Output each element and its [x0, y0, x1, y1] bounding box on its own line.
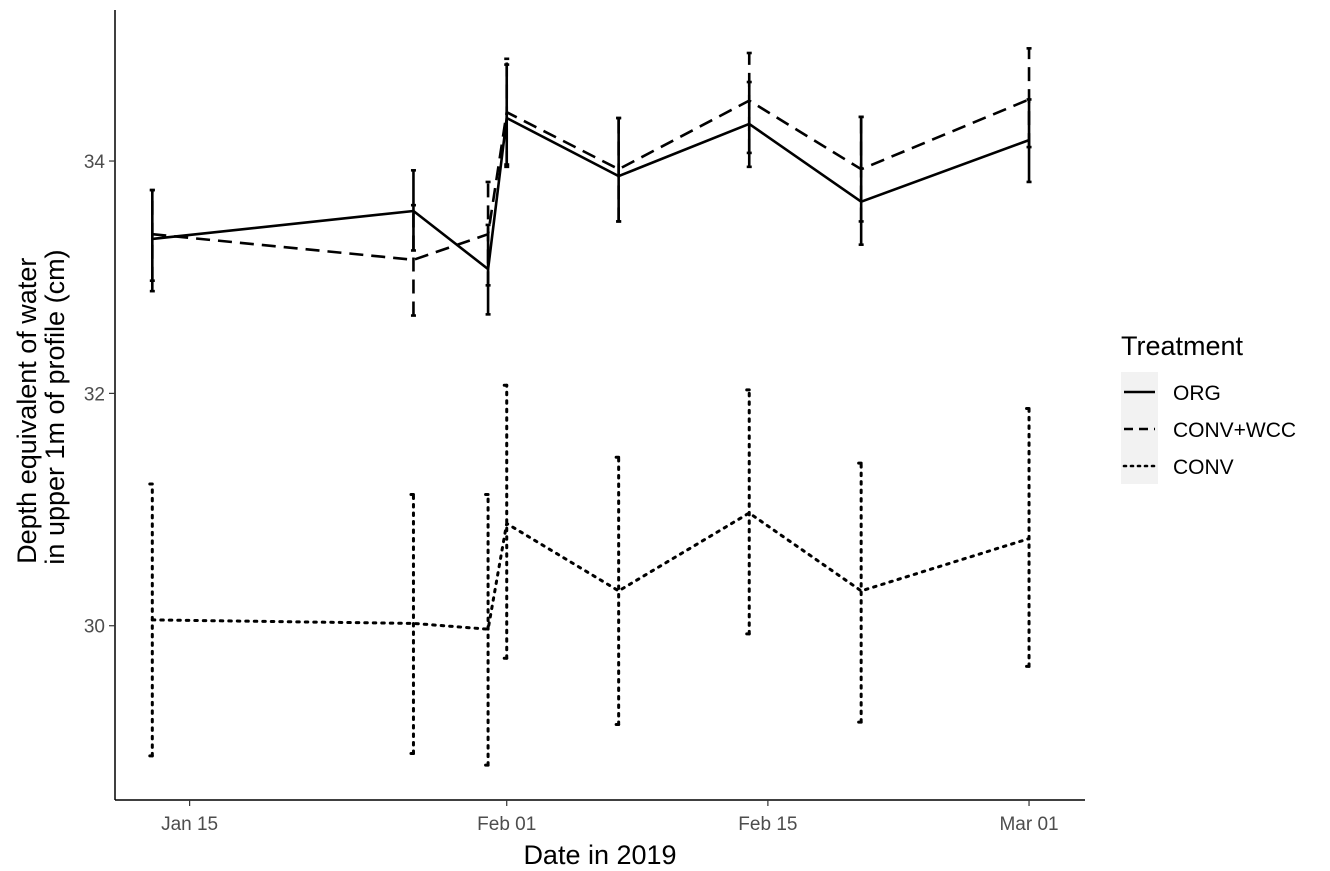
- series-line-conv-wcc: [152, 98, 1030, 262]
- y-tick-label: 30: [84, 617, 105, 638]
- series-conv: [148, 383, 1034, 767]
- legend: Treatment ORG CONV+WCC CONV: [1121, 331, 1296, 484]
- series-conv-wcc: [149, 47, 1032, 317]
- y-tick-label: 32: [84, 384, 105, 405]
- plot-area: [148, 47, 1034, 767]
- x-axis-title: Date in 2019: [523, 840, 676, 870]
- legend-label-org: ORG: [1173, 382, 1221, 405]
- series-line-org: [152, 116, 1030, 271]
- axis-ticks: 30 32 34 Jan 15 Feb 01 Feb 15 Mar 01: [84, 152, 1059, 835]
- x-tick-label: Feb 15: [738, 814, 797, 835]
- x-tick-label: Mar 01: [999, 814, 1058, 835]
- series-org: [149, 63, 1032, 316]
- y-tick-label: 34: [84, 152, 106, 173]
- legend-title: Treatment: [1121, 331, 1244, 361]
- y-axis-title: Depth equivalent of water in upper 1m of…: [12, 249, 70, 564]
- y-axis-title-line-1: Depth equivalent of water: [12, 258, 42, 564]
- x-tick-label: Feb 01: [477, 814, 536, 835]
- legend-label-conv: CONV: [1173, 456, 1234, 479]
- axes: [114, 10, 1085, 801]
- y-axis-title-line-2: in upper 1m of profile (cm): [40, 249, 70, 564]
- x-tick-label: Jan 15: [161, 814, 218, 835]
- series-line-conv: [150, 511, 1031, 631]
- legend-label-conv-wcc: CONV+WCC: [1173, 419, 1296, 442]
